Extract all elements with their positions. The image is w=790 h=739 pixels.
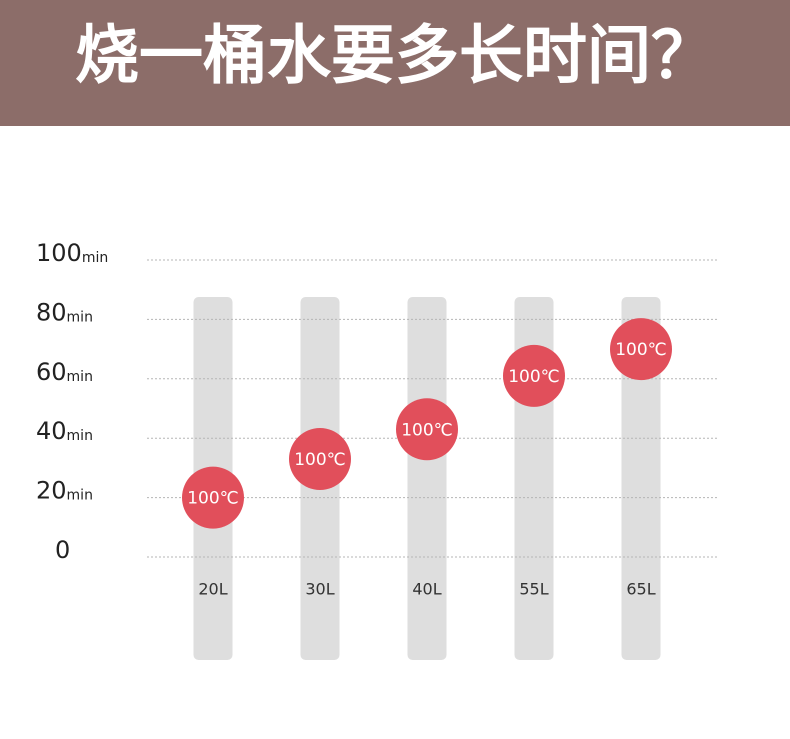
dot-label: 100℃: [401, 420, 453, 440]
column-track: [621, 297, 661, 660]
dot: [182, 466, 244, 529]
x-tick-label: 65L: [626, 580, 655, 599]
y-tick-unit: min: [67, 309, 93, 325]
dot: [610, 318, 672, 381]
column-track: [407, 297, 447, 660]
chart-title: 烧一桶水要多长时间？: [75, 20, 715, 94]
x-tick-label: 55L: [519, 580, 548, 599]
title-banner: [0, 0, 790, 126]
dot: [396, 398, 458, 461]
dot-label: 100℃: [294, 450, 346, 470]
y-tick-value: 40: [36, 417, 67, 445]
y-tick-unit: min: [67, 488, 93, 504]
y-tick-unit: min: [67, 369, 93, 385]
dot-label: 100℃: [187, 489, 239, 509]
y-tick-value: 80: [36, 298, 67, 326]
x-tick-label: 20L: [198, 580, 227, 599]
y-tick-label: 80min: [36, 298, 93, 326]
y-tick-value: 20: [36, 477, 67, 505]
x-tick-label: 40L: [412, 580, 441, 599]
y-tick-label: 20min: [36, 477, 93, 505]
y-tick-label: 60min: [36, 358, 93, 386]
y-tick-value: 0: [55, 536, 70, 564]
y-tick-label: 100min: [36, 239, 108, 267]
y-tick-label: 0: [55, 536, 70, 564]
y-tick-value: 100: [36, 239, 82, 267]
dot: [503, 344, 565, 407]
y-tick-unit: min: [82, 250, 108, 266]
dot-label: 100℃: [615, 340, 667, 360]
dot: [289, 427, 351, 490]
x-tick-label: 30L: [305, 580, 334, 599]
y-tick-value: 60: [36, 358, 67, 386]
y-tick-unit: min: [67, 428, 93, 444]
dot-label: 100℃: [508, 367, 560, 387]
y-tick-label: 40min: [36, 417, 93, 445]
